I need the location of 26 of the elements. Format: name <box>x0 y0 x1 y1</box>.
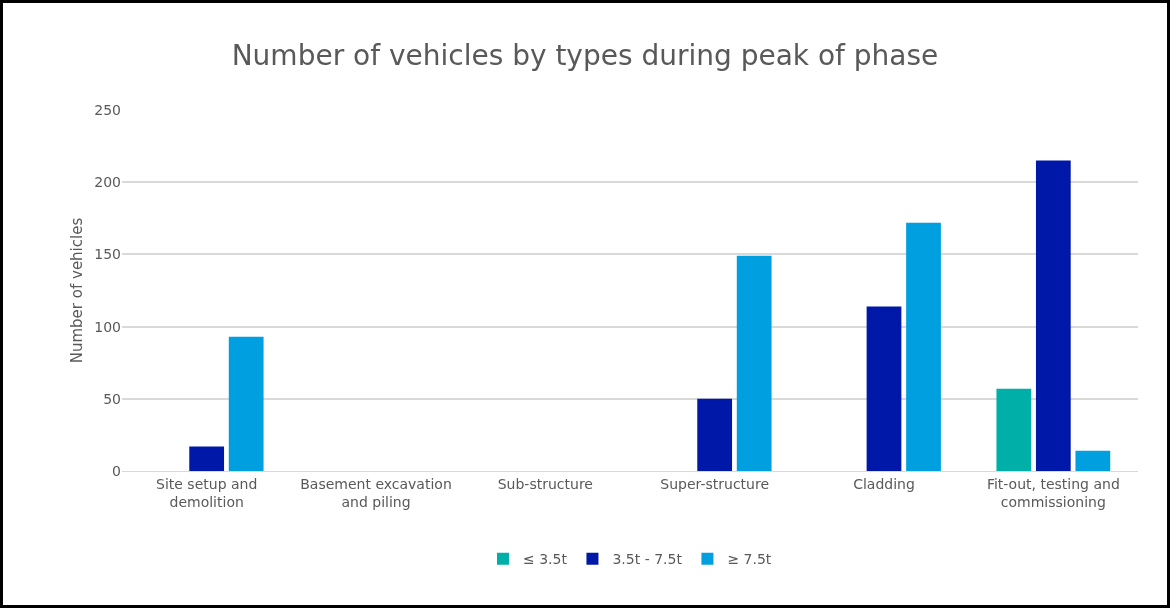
bar <box>906 222 941 471</box>
x-tick-label: Cladding <box>853 475 915 492</box>
x-tick-label: Site setup and demolition <box>156 475 258 510</box>
y-tick-label: 250 <box>94 101 121 118</box>
legend-label: 3.5t - 7.5t <box>612 551 683 568</box>
legend-label: ≤ 3.5t <box>523 551 568 568</box>
legend-label: ≥ 7.5t <box>727 551 772 568</box>
y-tick-label: 150 <box>94 246 121 263</box>
y-axis-title: Number of vehicles <box>68 217 86 364</box>
bar <box>1075 450 1111 471</box>
x-tick-label: Sub-structure <box>497 475 593 492</box>
bar <box>228 336 264 471</box>
bar <box>866 306 902 471</box>
bar <box>1035 160 1071 471</box>
y-tick-label: 0 <box>112 462 121 479</box>
bar <box>996 388 1032 471</box>
y-tick-label: 50 <box>103 390 121 407</box>
bar <box>736 255 772 471</box>
y-tick-label: 200 <box>94 174 121 191</box>
bar <box>697 398 733 471</box>
chart-title: Number of vehicles by types during peak of phase <box>231 38 939 72</box>
x-tick-label: Fit-out, testing and commissioning <box>986 475 1120 510</box>
x-tick-label: Basement excavation and piling <box>300 475 452 510</box>
y-tick-label: 100 <box>94 318 121 335</box>
bar <box>189 446 225 471</box>
x-tick-label: Super-structure <box>660 475 770 492</box>
